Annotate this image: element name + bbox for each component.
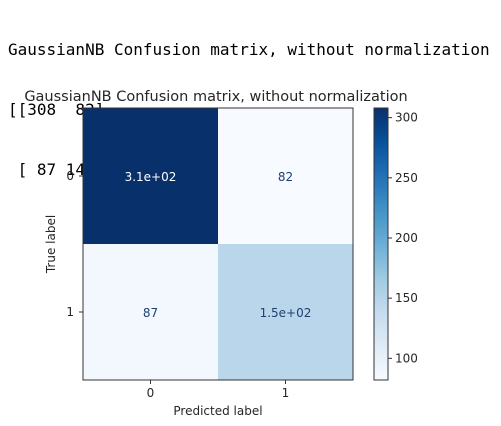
- colorbar-ticks: 100 150 200 250 300: [388, 111, 418, 366]
- y-axis-label: True label: [44, 215, 58, 274]
- colorbar: [374, 108, 388, 380]
- cell-value-label: 82: [278, 170, 293, 184]
- colorbar-tick-label: 150: [395, 291, 418, 305]
- colorbar-tick-label: 250: [395, 171, 418, 185]
- colorbar-tick-label: 300: [395, 111, 418, 125]
- cell-value-label: 3.1e+02: [125, 170, 177, 184]
- y-axis-ticks: 01: [66, 169, 83, 319]
- x-tick-label: 1: [282, 386, 290, 400]
- x-tick-label: 0: [147, 386, 155, 400]
- y-tick-label: 1: [66, 305, 74, 319]
- y-tick-label: 0: [66, 169, 74, 183]
- cell-value-label: 87: [143, 306, 158, 320]
- chart-title: GaussianNB Confusion matrix, without nor…: [24, 89, 407, 105]
- heatmap-cells: [83, 108, 353, 380]
- cell-value-label: 1.5e+02: [260, 306, 312, 320]
- colorbar-tick-label: 200: [395, 231, 418, 245]
- x-axis-label: Predicted label: [173, 404, 262, 418]
- colorbar-tick-label: 100: [395, 351, 418, 365]
